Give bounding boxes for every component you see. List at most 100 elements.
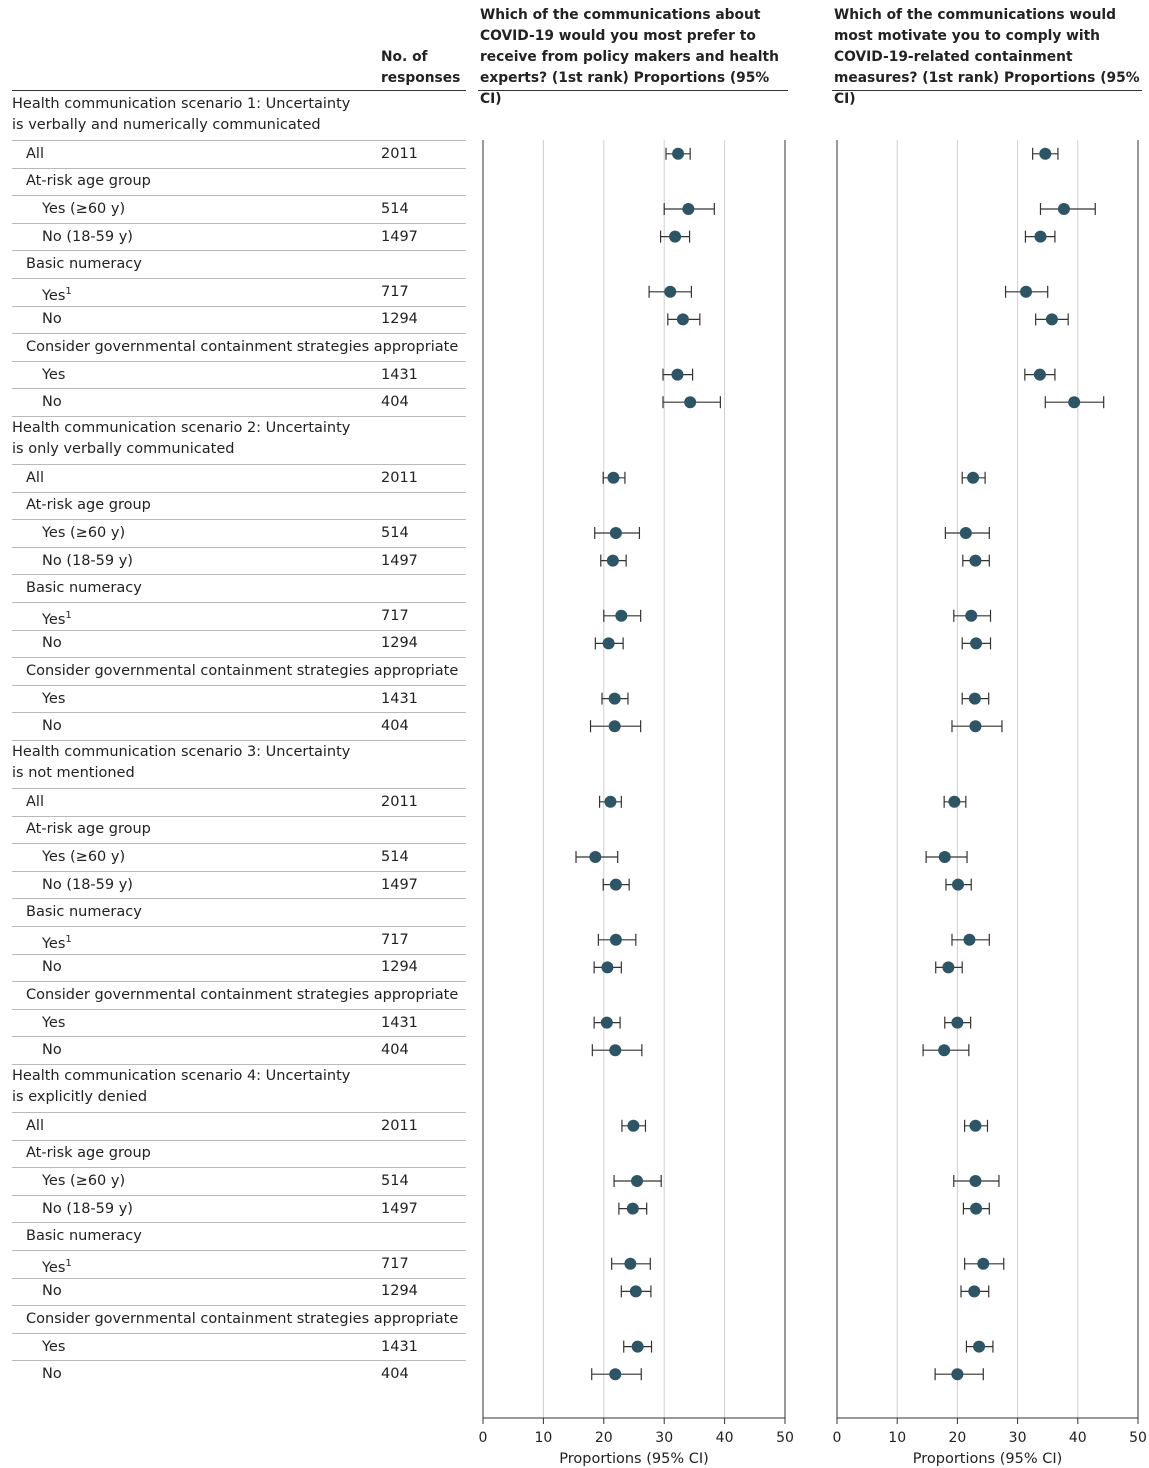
response-count: 514 <box>381 201 409 217</box>
row-divider <box>12 167 466 169</box>
group-label: Basic numeracy <box>26 1228 142 1245</box>
response-count: 514 <box>381 1173 409 1189</box>
estimate-point <box>631 1340 644 1353</box>
x-axis-title: Proportions (95% CI) <box>913 1451 1063 1467</box>
estimate-point <box>1039 147 1052 160</box>
estimate-point <box>604 795 617 808</box>
group-label: At-risk age group <box>26 821 151 838</box>
estimate-point <box>942 961 955 974</box>
estimate-point <box>969 554 982 567</box>
response-count: 2011 <box>381 145 418 162</box>
estimate-point <box>959 527 972 539</box>
responses-column-header: No. of responses <box>381 49 461 86</box>
row-divider <box>12 712 466 714</box>
x-axis-title: Proportions (95% CI) <box>559 1451 709 1467</box>
row-label: Yes1 <box>42 285 72 304</box>
row-label: Yes (≥60 y) <box>42 849 126 865</box>
response-count: 1497 <box>381 552 418 569</box>
tick-label: 30 <box>1009 1430 1027 1446</box>
estimate-point <box>1068 396 1081 409</box>
row-label: Yes1 <box>42 1257 72 1276</box>
response-count: 404 <box>381 718 409 735</box>
estimate-point <box>963 933 976 946</box>
row-divider <box>12 981 466 983</box>
row-divider <box>12 1036 466 1038</box>
response-count: 1431 <box>381 1014 418 1031</box>
estimate-point <box>952 878 965 891</box>
panel1-title: Which of the communications about COVID-… <box>480 7 779 107</box>
row-label: No (18-59 y) <box>42 1200 133 1217</box>
row-divider <box>12 629 466 631</box>
row-divider <box>12 870 466 872</box>
tick-label: 30 <box>655 1430 673 1446</box>
response-count: 1497 <box>381 876 418 893</box>
scenario-title: Health communication scenario 1: Uncerta… <box>12 96 351 133</box>
group-label: At-risk age group <box>26 497 151 514</box>
row-divider <box>12 305 466 307</box>
row-label: Yes1 <box>42 933 72 952</box>
response-count: 1497 <box>381 1200 418 1217</box>
scenario-divider <box>12 416 466 417</box>
response-count: 717 <box>381 283 409 300</box>
row-divider <box>12 788 466 789</box>
estimate-point <box>676 313 689 326</box>
row-label: All <box>26 145 44 162</box>
row-divider <box>12 464 466 465</box>
estimate-point <box>938 1044 951 1057</box>
estimate-point <box>968 1285 981 1298</box>
row-divider <box>12 519 466 521</box>
row-label: Yes (≥60 y) <box>42 1173 126 1189</box>
response-count: 1294 <box>381 311 418 328</box>
estimate-point <box>609 1044 622 1057</box>
estimate-point <box>967 471 980 484</box>
row-divider <box>12 953 466 955</box>
estimate-point <box>629 1285 642 1298</box>
response-count: 1294 <box>381 635 418 652</box>
row-divider <box>12 815 466 817</box>
estimate-point <box>938 851 951 863</box>
footnote-marker: 1 <box>65 933 72 945</box>
tick-label: 50 <box>1129 1430 1147 1446</box>
group-label: Consider governmental containment strate… <box>26 339 459 355</box>
response-count: 717 <box>381 1255 409 1272</box>
row-label: No (18-59 y) <box>42 876 133 893</box>
group-label: Basic numeracy <box>26 904 142 921</box>
estimate-point <box>607 471 620 484</box>
row-divider <box>12 684 466 686</box>
row-divider <box>12 926 466 927</box>
estimate-point <box>669 230 682 243</box>
row-label: No <box>42 959 62 976</box>
row-label: Yes (≥60 y) <box>42 201 126 217</box>
row-label: No <box>42 311 62 328</box>
estimate-point <box>1020 285 1033 298</box>
estimate-point <box>664 285 677 298</box>
estimate-point <box>672 147 685 160</box>
row-label: No (18-59 y) <box>42 228 133 245</box>
row-label: No <box>42 1042 62 1059</box>
estimate-point <box>609 878 622 891</box>
estimate-point <box>624 1257 637 1270</box>
row-divider <box>12 546 466 548</box>
row-label: Yes1 <box>42 609 72 628</box>
row-divider <box>12 1332 466 1334</box>
group-label: Basic numeracy <box>26 256 142 273</box>
response-count: 2011 <box>381 1117 418 1134</box>
row-label: All <box>26 793 44 810</box>
estimate-point <box>601 961 614 974</box>
estimate-point <box>606 554 619 567</box>
estimate-point <box>608 692 621 705</box>
estimate-point <box>671 368 684 381</box>
row-label: No (18-59 y) <box>42 552 133 569</box>
estimate-point <box>969 720 982 733</box>
estimate-point <box>684 396 697 409</box>
row-divider <box>12 843 466 845</box>
response-count: 514 <box>381 849 409 865</box>
row-divider <box>12 1008 466 1010</box>
estimate-point <box>1034 230 1047 243</box>
row-label: No <box>42 394 62 411</box>
estimate-point <box>969 1119 982 1132</box>
footnote-marker: 1 <box>65 609 72 621</box>
tick-label: 10 <box>888 1430 906 1446</box>
row-label: No <box>42 635 62 652</box>
